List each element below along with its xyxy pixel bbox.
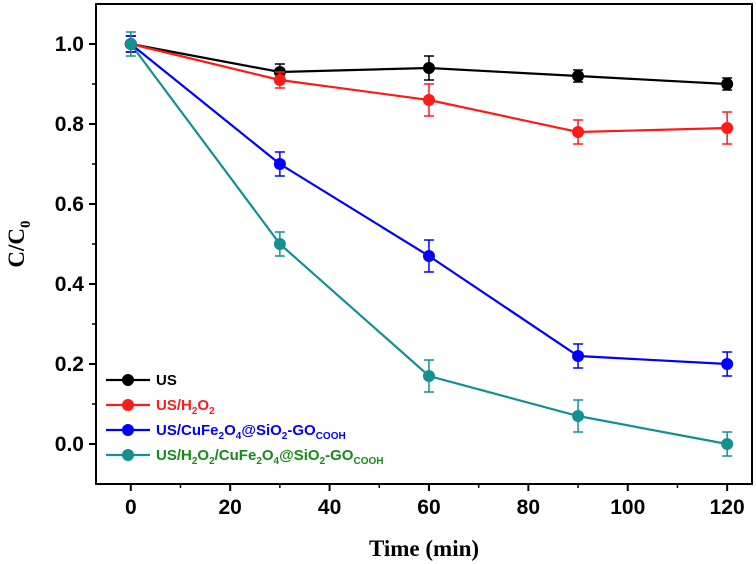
data-point (721, 122, 734, 134)
data-point (422, 250, 435, 262)
y-tick-label: 0.2 (55, 353, 84, 376)
data-point (721, 78, 734, 90)
y-tick-label: 0.6 (55, 193, 84, 216)
legend-item: US/CuFe2O4@SiO2-GOCOOH (106, 422, 346, 442)
y-tick-label: 1.0 (55, 33, 84, 56)
axis-ticks: 0 20 40 60 80 100 120 0.0 0.2 0.4 0.6 0.8 1.0 (55, 33, 745, 519)
data-point (273, 74, 286, 86)
x-tick-label: 80 (517, 496, 540, 519)
data-point (124, 38, 137, 50)
y-axis-label-sub: 0 (18, 220, 34, 228)
x-tick-label: 120 (710, 496, 745, 519)
legend-label: US/H2O2 (156, 397, 215, 417)
legend-item: US/H2O2/CuFe2O4@SiO2-GOCOOH (106, 447, 383, 467)
data-point (572, 410, 585, 422)
legend-label: US/H2O2/CuFe2O4@SiO2-GOCOOH (156, 447, 383, 467)
legend-item: US/H2O2 (106, 397, 215, 417)
legend-marker (122, 424, 134, 436)
data-point (422, 370, 435, 382)
y-tick-label: 0.0 (55, 433, 84, 456)
y-axis-label-main: C/C (4, 228, 29, 268)
data-point (273, 238, 286, 250)
x-tick-label: 100 (610, 496, 645, 519)
y-tick-label: 0.4 (55, 273, 85, 296)
data-point (572, 350, 585, 362)
x-axis-label: Time (min) (369, 536, 479, 561)
y-tick-label: 0.8 (55, 113, 85, 136)
data-point (721, 438, 734, 450)
plot-marks (124, 31, 734, 457)
legend-item: US (106, 372, 177, 389)
y-axis-label: C/C0 (4, 220, 34, 267)
legend-label: US/CuFe2O4@SiO2-GOCOOH (156, 422, 346, 442)
data-point (422, 62, 435, 74)
legend-marker (122, 449, 134, 461)
data-point (721, 358, 734, 370)
data-point (572, 126, 585, 138)
legend-marker (122, 374, 134, 386)
data-point (572, 70, 585, 82)
svg-text:C/C0: C/C0 (4, 220, 34, 267)
legend-marker (122, 399, 134, 411)
legend-label: US (156, 372, 177, 389)
legend: US US/H2O2 US/CuFe2O4@SiO2-GOCOOH US/H2O2/C… (106, 372, 383, 467)
data-point (273, 158, 286, 170)
x-tick-label: 40 (318, 496, 341, 519)
x-tick-label: 0 (125, 496, 137, 519)
x-tick-label: 20 (219, 496, 242, 519)
x-tick-label: 60 (417, 496, 440, 519)
data-point (422, 94, 435, 106)
